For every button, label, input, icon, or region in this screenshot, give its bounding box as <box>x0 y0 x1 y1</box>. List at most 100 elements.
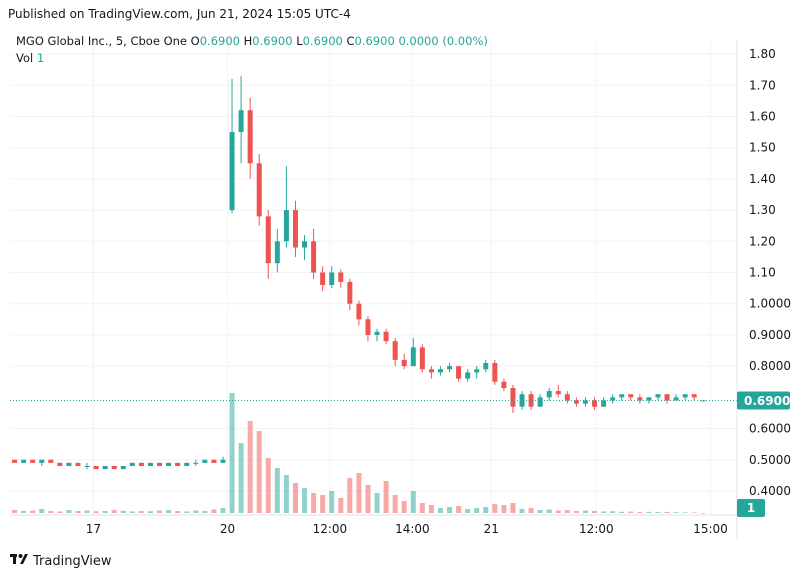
volume-bar <box>664 511 670 513</box>
volume-bar <box>202 511 208 513</box>
volume-bar <box>30 510 36 513</box>
volume-bar <box>175 511 181 513</box>
volume-bar <box>66 510 72 513</box>
candle-body <box>292 210 298 248</box>
legend-volume-label: Vol <box>16 51 33 65</box>
volume-bar <box>274 468 280 513</box>
candle-body <box>501 381 507 388</box>
volume-bar <box>619 511 625 513</box>
candle-body <box>519 394 525 407</box>
candle-body <box>30 459 36 463</box>
candle-body <box>537 397 543 407</box>
candle-body <box>628 394 634 398</box>
candle-body <box>57 462 63 467</box>
candle-body <box>166 462 172 467</box>
volume-bar <box>166 510 172 513</box>
candle-body <box>447 366 453 370</box>
candle-body <box>437 369 443 373</box>
legend-volume: Vol 1 <box>16 51 44 65</box>
volume-bar <box>147 511 153 513</box>
volume-bar <box>329 491 335 513</box>
volume-bar <box>673 512 679 513</box>
candle-body <box>546 391 552 398</box>
candle-body <box>419 347 425 370</box>
candle-body <box>655 394 661 398</box>
volume-bar <box>229 393 235 513</box>
candle-body <box>492 363 498 382</box>
volume-bar <box>483 507 489 513</box>
y-tick-label: 1.30 <box>749 203 776 217</box>
volume-bar <box>474 508 480 513</box>
volume-bar <box>428 505 434 513</box>
volume-bar <box>75 511 81 513</box>
x-tick-label: 21 <box>484 522 499 536</box>
candle-body <box>84 466 90 468</box>
volume-bar <box>601 511 607 513</box>
volume-bar <box>501 505 507 513</box>
candle-body <box>220 459 226 463</box>
candle-body <box>610 397 616 401</box>
volume-bar <box>347 478 353 513</box>
volume-bar <box>492 504 498 513</box>
y-tick-label: 1.20 <box>749 234 776 248</box>
y-tick-label: 1.40 <box>749 172 776 186</box>
volume-bar <box>256 431 262 513</box>
legend-symbol: MGO Global Inc., 5, Cboe One <box>16 34 187 48</box>
x-tick-label: 15:00 <box>693 522 728 536</box>
volume-bar <box>120 510 126 513</box>
volume-bar <box>57 511 63 513</box>
volume-bar <box>12 510 18 513</box>
candle-body <box>21 459 27 463</box>
volume-bar <box>401 501 407 513</box>
candle-body <box>646 397 652 401</box>
volume-bar <box>356 473 362 513</box>
candle-body <box>202 459 208 463</box>
volume-bar <box>447 507 453 513</box>
legend-field-value: 0.6900 <box>355 34 395 48</box>
candle-body <box>184 462 190 467</box>
candle-body <box>138 462 144 467</box>
candle-body <box>274 241 280 264</box>
y-tick-label: 0.4000 <box>749 484 791 498</box>
candle-body <box>211 459 217 463</box>
legend-field-value: 0.6900 <box>200 34 240 48</box>
candle-body <box>129 462 135 467</box>
candle-body <box>120 466 126 470</box>
volume-bar <box>537 510 543 513</box>
volume-bar <box>102 511 108 513</box>
candle-body <box>157 462 163 467</box>
volume-bar <box>129 511 135 513</box>
volume-bar <box>302 488 308 513</box>
candle-body <box>238 110 244 133</box>
y-tick-label: 1.70 <box>749 78 776 92</box>
y-tick-label: 1.60 <box>749 109 776 123</box>
volume-bar <box>211 509 217 513</box>
y-tick-label: 1.0000 <box>749 297 791 311</box>
x-tick-label: 12:00 <box>579 522 614 536</box>
volume-bar <box>655 512 661 513</box>
candle-body <box>619 394 625 398</box>
volume-bar <box>247 421 253 513</box>
volume-bar <box>311 493 317 513</box>
volume-bar <box>682 512 688 513</box>
volume-bar <box>93 511 99 513</box>
candle-body <box>428 369 434 373</box>
volume-bar <box>265 458 271 513</box>
plot: 1.80 1.70 1.60 1.50 1.40 1.30 1.20 1.10 1.0000 0.… <box>10 40 791 536</box>
candle-body <box>528 394 534 407</box>
candle-body <box>39 459 45 463</box>
candle-body <box>329 272 335 285</box>
candle-body <box>102 466 108 470</box>
candle-body <box>474 369 480 373</box>
volume-bar <box>582 510 588 513</box>
candle-body <box>401 359 407 367</box>
volume-bar <box>292 483 298 513</box>
header: Published on TradingView.com, Jun 21, 20… <box>8 7 351 21</box>
volume-bar <box>21 511 27 513</box>
legend-change: 0.0000 (0.00%) <box>398 34 487 48</box>
candle-body <box>555 391 561 395</box>
last-volume-label: 1 <box>747 501 755 515</box>
last-price-box <box>737 391 790 410</box>
candle-body <box>682 394 688 398</box>
